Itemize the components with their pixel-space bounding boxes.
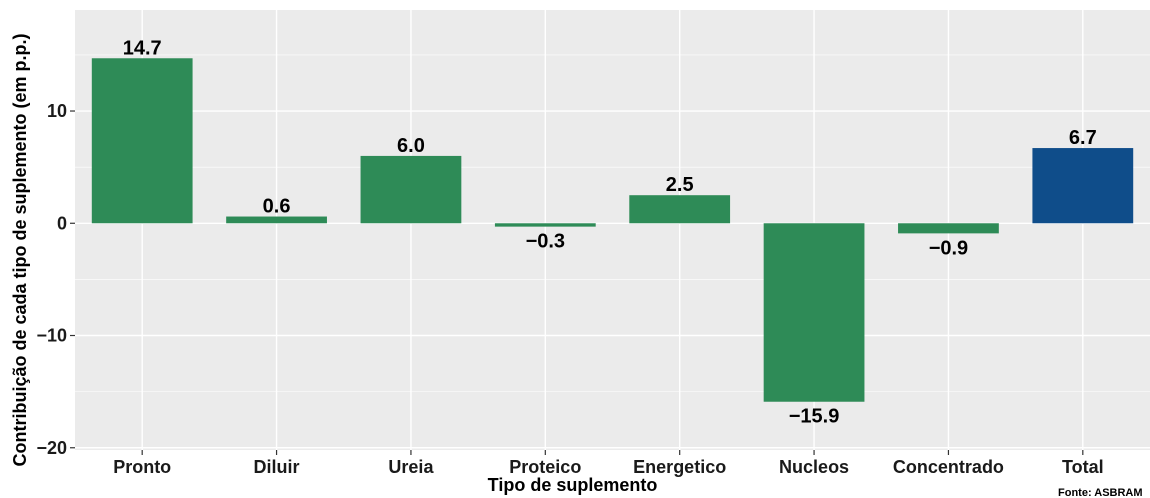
x-tick-label: Ureia — [388, 457, 434, 477]
bar-energetico — [629, 195, 731, 224]
y-tick-label: −10 — [36, 326, 67, 346]
data-labels: 14.7 0.6 6.0 −0.3 2.5 −15.9 −0.9 6.7 — [123, 37, 1097, 427]
x-tick-label: Total — [1062, 457, 1104, 477]
bar-diluir — [226, 216, 327, 224]
y-tick-label: 10 — [47, 101, 67, 121]
data-label-total: 6.7 — [1069, 127, 1097, 149]
x-axis-title: Tipo de suplemento — [488, 475, 658, 495]
x-tick-label: Nucleos — [779, 457, 849, 477]
source-caption: Fonte: ASBRAM — [1058, 487, 1143, 498]
data-label-concentrado: −0.9 — [929, 237, 968, 259]
data-label-nucleos: −15.9 — [789, 406, 840, 428]
y-axis: −20 −10 0 10 — [36, 101, 75, 458]
y-axis-title: Contribuição de cada tipo de suplemento … — [10, 33, 30, 466]
data-label-ureia: 6.0 — [397, 135, 425, 157]
bars — [91, 58, 1134, 402]
x-axis: Pronto Diluir Ureia Proteico Energetico Nucle… — [113, 450, 1104, 477]
data-label-proteico: −0.3 — [526, 231, 565, 253]
data-label-pronto: 14.7 — [123, 37, 162, 59]
y-tick-label: 0 — [57, 213, 67, 233]
x-tick-label: Energetico — [633, 457, 726, 477]
data-label-energetico: 2.5 — [666, 174, 694, 196]
x-tick-label: Pronto — [113, 457, 171, 477]
bar-total — [1032, 148, 1134, 224]
x-tick-label: Concentrado — [893, 457, 1004, 477]
bar-pronto — [91, 58, 193, 224]
bar-concentrado — [898, 223, 999, 234]
y-tick-label: −20 — [36, 438, 67, 458]
bar-nucleos — [763, 223, 865, 402]
bar-proteico — [494, 223, 596, 227]
data-label-diluir: 0.6 — [263, 196, 291, 218]
bar-ureia — [360, 155, 462, 224]
x-tick-label: Proteico — [509, 457, 581, 477]
x-tick-label: Diluir — [254, 457, 300, 477]
